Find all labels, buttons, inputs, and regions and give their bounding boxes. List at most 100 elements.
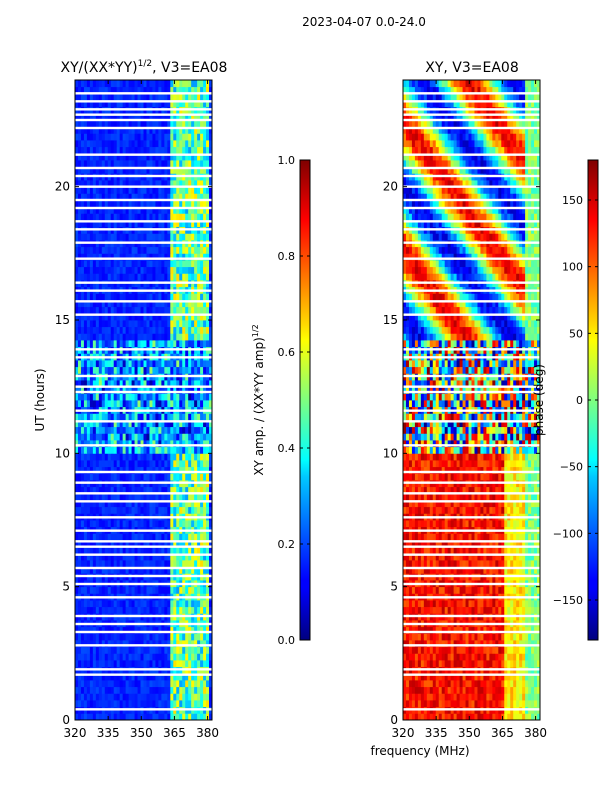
heatmap-cell bbox=[408, 653, 413, 661]
heatmap-cell bbox=[92, 646, 97, 654]
heatmap-cell bbox=[194, 126, 198, 134]
heatmap-cell bbox=[137, 493, 141, 501]
heatmap-cell bbox=[125, 180, 130, 188]
heatmap-cell bbox=[95, 100, 100, 108]
heatmap-cell bbox=[137, 646, 141, 654]
heatmap-cell bbox=[492, 686, 496, 694]
heatmap-cell bbox=[146, 473, 150, 481]
heatmap-cell bbox=[80, 673, 85, 681]
heatmap-cell bbox=[164, 140, 168, 148]
heatmap-cell bbox=[149, 333, 153, 341]
heatmap-cell bbox=[161, 633, 165, 641]
heatmap-cell bbox=[164, 320, 168, 328]
heatmap-cell bbox=[197, 366, 201, 374]
heatmap-cell bbox=[95, 626, 100, 634]
heatmap-cell bbox=[137, 366, 141, 374]
heatmap-cell bbox=[197, 153, 201, 161]
heatmap-cell bbox=[143, 426, 147, 434]
heatmap-cell bbox=[104, 533, 109, 541]
heatmap-cell bbox=[134, 260, 138, 268]
heatmap-cell bbox=[95, 653, 100, 661]
heatmap-cell bbox=[101, 306, 106, 314]
heatmap-cell bbox=[191, 126, 195, 134]
heatmap-cell bbox=[176, 560, 180, 568]
heatmap-cell bbox=[104, 100, 109, 108]
heatmap-cell bbox=[191, 653, 195, 661]
heatmap-cell bbox=[188, 153, 192, 161]
heatmap-cell bbox=[107, 460, 112, 468]
heatmap-cell bbox=[107, 380, 112, 388]
heatmap-cell bbox=[119, 713, 124, 721]
heatmap-cell bbox=[179, 693, 183, 701]
heatmap-cell bbox=[403, 700, 407, 708]
heatmap-cell bbox=[462, 680, 466, 688]
flag-gap-row bbox=[75, 281, 212, 284]
heatmap-cell bbox=[197, 300, 201, 308]
heatmap-cell bbox=[137, 86, 141, 94]
heatmap-cell bbox=[116, 233, 121, 241]
heatmap-cell bbox=[83, 166, 88, 174]
heatmap-cell bbox=[161, 80, 165, 88]
heatmap-cell bbox=[143, 673, 147, 681]
heatmap-cell bbox=[152, 640, 156, 648]
heatmap-cell bbox=[101, 433, 106, 441]
heatmap-cell bbox=[179, 360, 183, 368]
heatmap-cell bbox=[137, 273, 141, 281]
heatmap-cell bbox=[185, 680, 189, 688]
heatmap-cell bbox=[77, 146, 82, 154]
heatmap-cell bbox=[134, 686, 138, 694]
heatmap-cell bbox=[98, 93, 103, 101]
heatmap-cell bbox=[161, 360, 165, 368]
heatmap-cell bbox=[149, 326, 153, 334]
heatmap-cell bbox=[152, 120, 156, 128]
heatmap-cell bbox=[173, 653, 177, 661]
heatmap-cell bbox=[134, 653, 138, 661]
heatmap-cell bbox=[131, 433, 135, 441]
heatmap-cell bbox=[164, 253, 168, 261]
heatmap-cell bbox=[80, 80, 85, 88]
heatmap-cell bbox=[164, 293, 168, 301]
heatmap-cell bbox=[86, 433, 91, 441]
heatmap-cell bbox=[203, 193, 207, 201]
heatmap-cell bbox=[125, 400, 130, 408]
heatmap-cell bbox=[152, 393, 156, 401]
heatmap-cell bbox=[98, 326, 103, 334]
heatmap-cell bbox=[113, 206, 118, 214]
heatmap-cell bbox=[179, 700, 183, 708]
heatmap-cell bbox=[486, 680, 490, 688]
heatmap-cell bbox=[77, 360, 82, 368]
heatmap-cell bbox=[173, 146, 177, 154]
heatmap-cell bbox=[89, 640, 94, 648]
heatmap-cell bbox=[107, 386, 112, 394]
heatmap-cell bbox=[149, 626, 153, 634]
heatmap-cell bbox=[77, 600, 82, 608]
heatmap-cell bbox=[534, 686, 538, 694]
heatmap-cell bbox=[483, 653, 487, 661]
heatmap-cell bbox=[194, 473, 198, 481]
heatmap-cell bbox=[125, 646, 130, 654]
heatmap-cell bbox=[432, 700, 437, 708]
heatmap-cell bbox=[83, 553, 88, 561]
heatmap-cell bbox=[489, 700, 493, 708]
heatmap-cell bbox=[98, 426, 103, 434]
heatmap-cell bbox=[185, 206, 189, 214]
heatmap-cell bbox=[107, 126, 112, 134]
heatmap-cell bbox=[441, 713, 446, 721]
heatmap-cell bbox=[119, 700, 124, 708]
heatmap-cell bbox=[188, 440, 192, 448]
heatmap-cell bbox=[185, 320, 189, 328]
heatmap-cell bbox=[98, 386, 103, 394]
heatmap-cell bbox=[77, 553, 82, 561]
heatmap-cell bbox=[113, 300, 118, 308]
flag-gap-row bbox=[75, 540, 212, 543]
heatmap-cell bbox=[522, 673, 526, 681]
heatmap-cell bbox=[119, 200, 124, 208]
heatmap-cell bbox=[143, 213, 147, 221]
heatmap-cell bbox=[146, 133, 150, 141]
heatmap-cell bbox=[152, 506, 156, 514]
heatmap-cell bbox=[83, 333, 88, 341]
heatmap-cell bbox=[537, 686, 541, 694]
heatmap-cell bbox=[486, 686, 490, 694]
heatmap-cell bbox=[146, 313, 150, 321]
heatmap-cell bbox=[143, 693, 147, 701]
